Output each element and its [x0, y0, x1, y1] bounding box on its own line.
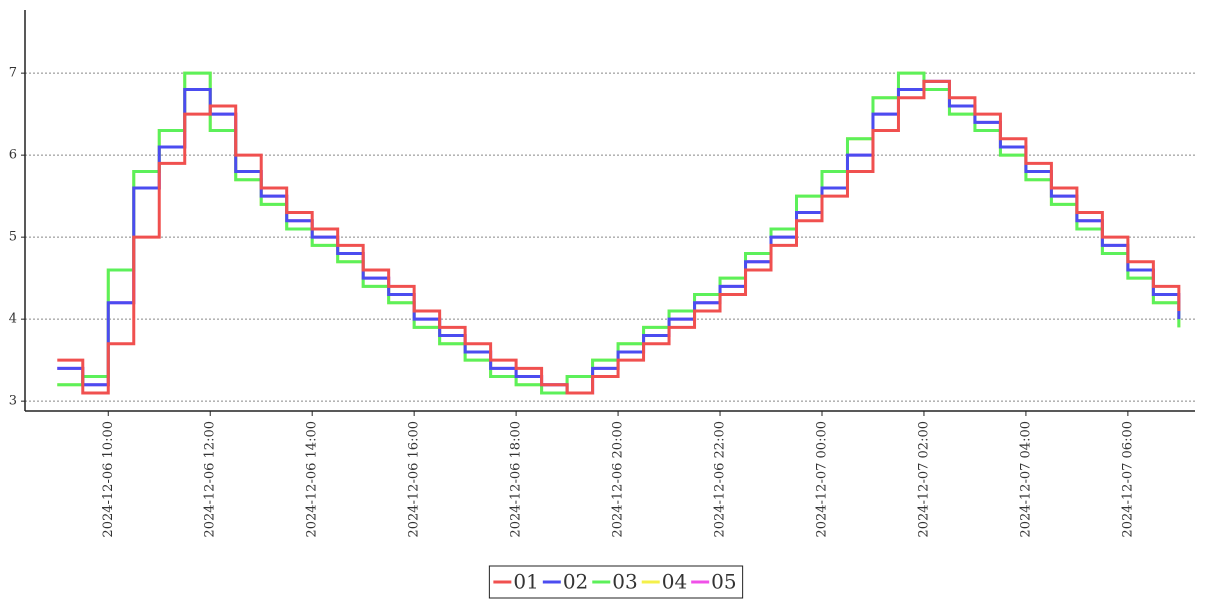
series-line — [57, 71, 1181, 395]
series-line — [57, 79, 1181, 395]
x-tick-label: 2024-12-06 10:00 — [101, 421, 116, 538]
legend-label: 03 — [612, 570, 637, 594]
legend: 01 02 03 04 05 — [488, 565, 744, 599]
x-tick-label: 2024-12-06 18:00 — [509, 421, 524, 538]
x-tick-label: 2024-12-06 16:00 — [407, 421, 422, 538]
y-tick-label: 6 — [9, 148, 17, 163]
legend-label: 02 — [563, 570, 588, 594]
legend-label: 05 — [711, 570, 736, 594]
x-tick-label: 2024-12-07 06:00 — [1120, 421, 1135, 538]
y-tick-label: 5 — [9, 230, 17, 245]
x-tick-label: 2024-12-06 20:00 — [611, 421, 626, 538]
x-tick-label: 2024-12-06 12:00 — [203, 421, 218, 538]
x-tick-label: 2024-12-06 22:00 — [713, 421, 728, 538]
x-tick-label: 2024-12-06 14:00 — [305, 421, 320, 538]
y-tick-label: 4 — [9, 312, 17, 327]
legend-label: 01 — [513, 570, 538, 594]
x-tick-label: 2024-12-07 00:00 — [814, 421, 829, 538]
x-tick-label: 2024-12-07 04:00 — [1018, 421, 1033, 538]
y-tick-label: 3 — [9, 394, 17, 409]
y-tick-label: 7 — [9, 66, 17, 81]
x-tick-label: 2024-12-07 02:00 — [916, 421, 931, 538]
legend-label: 04 — [662, 570, 687, 594]
